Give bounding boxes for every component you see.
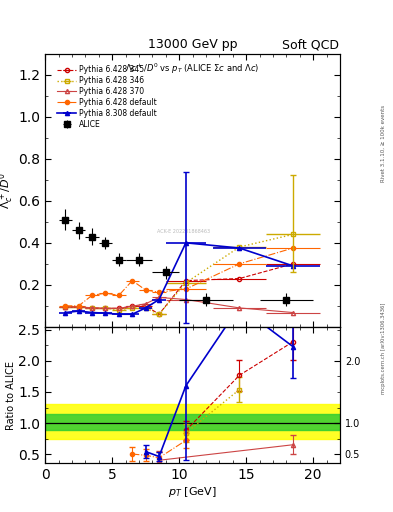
Text: 13000 GeV pp: 13000 GeV pp [148,38,237,51]
Text: $\Lambda c^+/D^0$ vs $p_T$ (ALICE $\Sigma c$ and $\Lambda c$): $\Lambda c^+/D^0$ vs $p_T$ (ALICE $\Sigm… [125,62,260,76]
Text: Rivet 3.1.10, ≥ 100k events: Rivet 3.1.10, ≥ 100k events [381,105,386,182]
Text: ACK-E 2022 I1868463: ACK-E 2022 I1868463 [157,229,210,234]
Legend: Pythia 6.428 345, Pythia 6.428 346, Pythia 6.428 370, Pythia 6.428 default, Pyth: Pythia 6.428 345, Pythia 6.428 346, Pyth… [55,63,160,131]
X-axis label: $p_T$ [GeV]: $p_T$ [GeV] [168,485,217,499]
Text: mcplots.cern.ch [arXiv:1306.3436]: mcplots.cern.ch [arXiv:1306.3436] [381,303,386,394]
Y-axis label: Ratio to ALICE: Ratio to ALICE [6,360,16,430]
Text: Soft QCD: Soft QCD [282,38,339,51]
Y-axis label: $\Lambda_c^+/D^0$: $\Lambda_c^+/D^0$ [0,172,16,209]
